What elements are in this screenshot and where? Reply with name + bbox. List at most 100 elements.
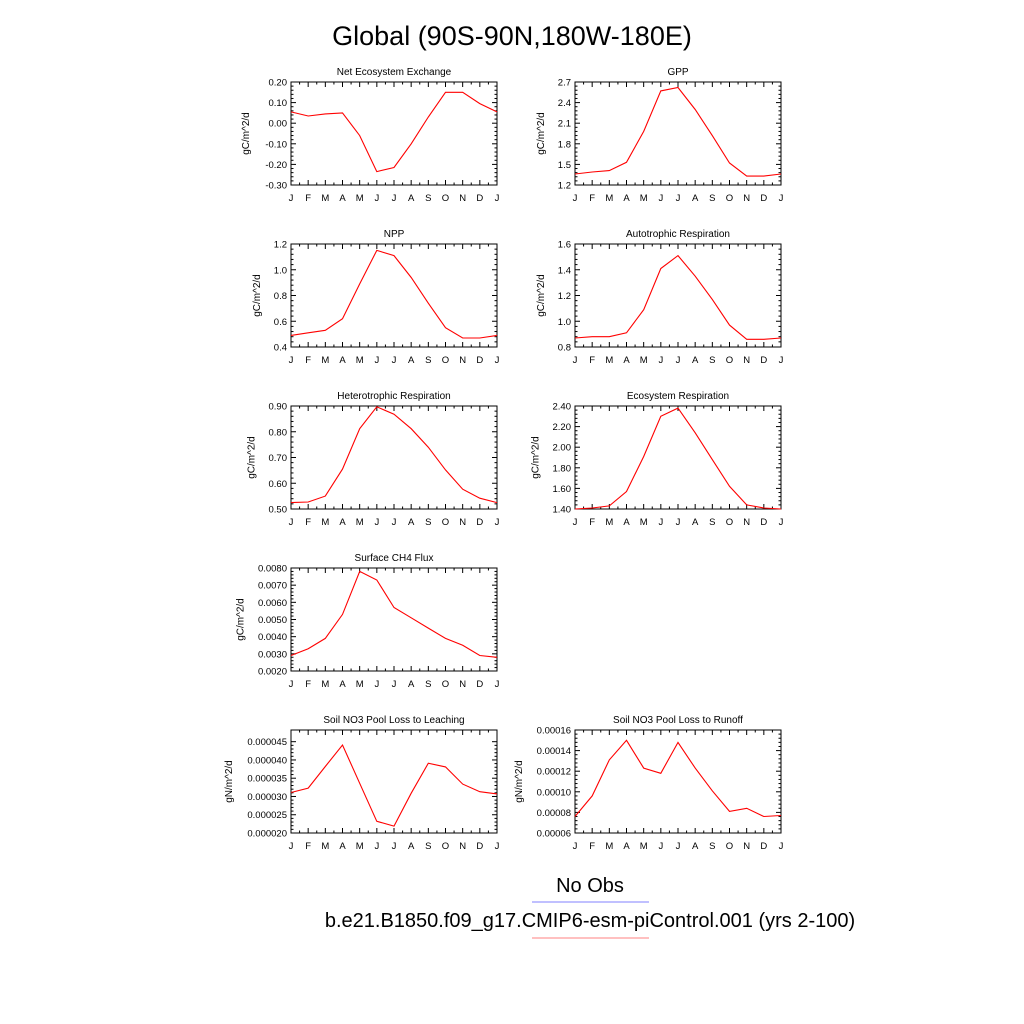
x-tick-label: S [709,193,715,204]
series-line [574,407,782,510]
y-tick-label: 0.000025 [247,810,287,821]
x-tick-label: M [605,193,613,204]
y-tick-label: 0.000020 [247,829,287,840]
x-tick-label: F [589,355,595,366]
x-tick-label: O [442,517,449,528]
x-tick-label: A [408,517,415,528]
x-tick-label: D [476,517,483,528]
y-tick-label: 1.40 [553,505,572,516]
x-tick-label: S [425,355,431,366]
plot-frame [290,729,498,834]
x-tick-label: M [356,355,364,366]
x-tick-label: F [305,355,311,366]
y-tick-label: 0.0020 [258,667,287,678]
series-line [574,254,782,340]
x-tick-label: F [305,679,311,690]
y-tick-label: 0.0080 [258,564,287,575]
x-tick-label: A [339,355,346,366]
x-tick-label: O [726,193,733,204]
y-tick-label: 1.6 [558,240,571,251]
y-tick-label: 0.00006 [537,829,571,840]
x-tick-label: J [392,841,397,852]
x-tick-label: M [321,517,329,528]
plot-frame [290,243,498,348]
x-tick-label: J [658,193,663,204]
legend-label-model: b.e21.B1850.f09_g17.CMIP6-esm-piControl.… [325,910,855,932]
x-tick-label: J [779,841,784,852]
x-tick-label: N [459,517,466,528]
y-tick-label: 1.2 [274,240,287,251]
x-tick-label: J [779,517,784,528]
panel-title: Net Ecosystem Exchange [337,67,452,78]
x-tick-label: M [640,517,648,528]
y-tick-label: 0.00016 [537,726,571,737]
y-tick-label: 0.00008 [537,808,571,819]
series-line [290,249,498,339]
x-tick-label: O [726,355,733,366]
panel-title: Autotrophic Respiration [626,229,730,240]
x-tick-label: J [289,841,294,852]
x-tick-label: J [676,355,681,366]
x-tick-label: S [709,841,715,852]
y-tick-label: -0.10 [265,139,287,150]
x-tick-label: J [392,679,397,690]
x-tick-label: J [374,355,379,366]
y-tick-label: 1.0 [558,317,571,328]
x-tick-label: J [658,517,663,528]
x-tick-label: M [356,841,364,852]
x-tick-label: J [573,355,578,366]
y-tick-label: 2.4 [558,98,571,109]
x-tick-label: F [589,193,595,204]
y-axis-label: gC/m^2/d [536,274,547,317]
y-tick-label: 0.0060 [258,598,287,609]
y-tick-label: 0.000040 [247,755,287,766]
x-tick-label: A [339,517,346,528]
x-tick-label: J [392,517,397,528]
x-tick-label: J [658,841,663,852]
y-tick-label: 0.000035 [247,774,287,785]
y-tick-label: 0.20 [269,78,288,89]
x-tick-label: J [289,517,294,528]
y-axis-label: gC/m^2/d [531,436,542,479]
y-tick-label: 0.8 [274,291,287,302]
panel-title: Soil NO3 Pool Loss to Leaching [323,715,464,726]
x-tick-label: F [589,841,595,852]
series-line [290,743,498,827]
y-tick-label: 1.80 [553,463,572,474]
series-line [574,739,782,818]
x-tick-label: J [392,355,397,366]
x-tick-label: J [289,679,294,690]
panel-title: Ecosystem Respiration [627,391,729,402]
y-tick-label: 0.0030 [258,649,287,660]
x-tick-label: M [356,517,364,528]
y-tick-label: 0.80 [269,427,288,438]
x-tick-label: F [305,517,311,528]
plot-frame [290,81,498,186]
y-tick-label: 2.7 [558,78,571,89]
y-axis-label: gC/m^2/d [252,274,263,317]
x-tick-label: A [339,841,346,852]
x-tick-label: D [760,517,767,528]
x-tick-label: D [476,841,483,852]
x-tick-label: O [442,679,449,690]
x-tick-label: A [623,193,630,204]
x-tick-label: S [709,517,715,528]
x-tick-label: A [408,193,415,204]
x-tick-label: J [779,193,784,204]
y-tick-label: 0.0040 [258,632,287,643]
x-tick-label: A [408,355,415,366]
plot-frame [574,729,782,834]
y-tick-label: 0.6 [274,317,287,328]
y-axis-label: gN/m^2/d [514,760,525,803]
y-tick-label: 2.1 [558,119,571,130]
x-tick-label: M [605,355,613,366]
y-tick-label: 2.20 [553,422,572,433]
legend: No Obs b.e21.B1850.f09_g17.CMIP6-esm-piC… [325,875,855,939]
x-tick-label: D [476,193,483,204]
